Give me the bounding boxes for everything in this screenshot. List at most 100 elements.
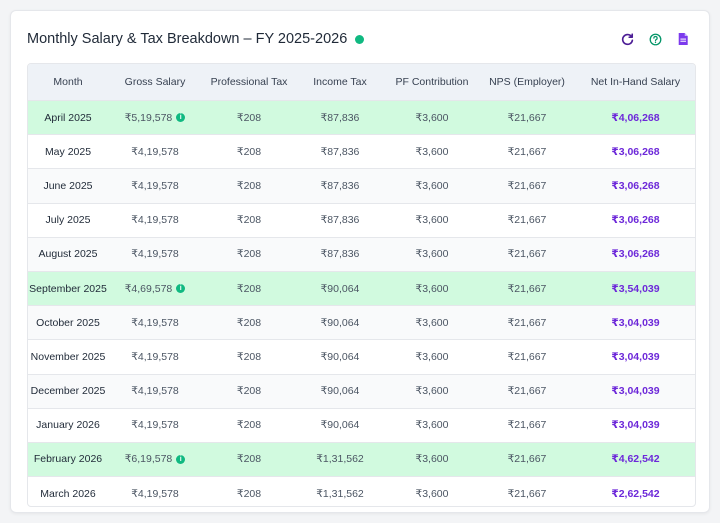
income-tax-cell: ₹90,064 xyxy=(296,374,384,409)
table-row: May 2025 ₹4,19,578 ₹208 ₹87,836 ₹3,600 ₹21,66… xyxy=(28,134,695,170)
nps-employer-cell: ₹21,667 xyxy=(480,100,574,136)
gross-salary-value-group: ₹4,69,578 i xyxy=(125,283,186,295)
income-tax-cell: ₹87,836 xyxy=(296,237,384,272)
gross-salary-cell: ₹4,19,578 xyxy=(108,408,202,443)
income-tax-cell: ₹87,836 xyxy=(296,168,384,204)
net-in-hand-cell: ₹2,62,542 xyxy=(611,487,660,500)
professional-tax-cell: ₹208 xyxy=(202,203,296,238)
page-title: Monthly Salary & Tax Breakdown – FY 2025… xyxy=(27,31,348,47)
column-income-tax-header[interactable]: Income Tax xyxy=(296,64,384,101)
month-cell: July 2025 xyxy=(28,203,108,238)
refresh-icon[interactable] xyxy=(619,31,635,47)
pf-contribution-cell: ₹3,600 xyxy=(415,487,449,500)
month-cell: February 2026 xyxy=(28,442,108,478)
nps-employer-cell: ₹21,667 xyxy=(480,203,574,238)
income-tax-cell: ₹87,836 xyxy=(296,203,384,238)
gross-salary-cell: ₹5,19,578 i xyxy=(108,100,202,136)
gross-salary-cell: ₹6,19,578 i xyxy=(108,442,202,478)
professional-tax-cell: ₹208 xyxy=(202,442,296,478)
month-cell: September 2025 xyxy=(28,271,108,307)
nps-employer-cell: ₹21,667 xyxy=(480,237,574,272)
pf-contribution-cell: ₹3,600 xyxy=(384,237,480,272)
month-cell: January 2026 xyxy=(28,408,108,443)
net-in-hand-cell: ₹4,62,542 xyxy=(574,442,695,478)
table-row: December 2025 ₹4,19,578 ₹208 ₹90,064 ₹3,600 ₹… xyxy=(28,374,695,409)
month-cell: May 2025 xyxy=(28,134,108,170)
table-row: July 2025 ₹4,19,578 ₹208 ₹87,836 ₹3,600 ₹21,6… xyxy=(28,203,695,238)
gross-salary-cell: ₹4,19,578 xyxy=(131,487,179,500)
nps-employer-cell: ₹21,667 xyxy=(480,271,574,307)
gross-salary-cell: ₹4,19,578 xyxy=(108,168,202,204)
gross-salary-cell: ₹4,19,578 xyxy=(108,203,202,238)
table-row: November 2025 ₹4,19,578 ₹208 ₹90,064 ₹3,600 ₹… xyxy=(28,339,695,375)
professional-tax-cell: ₹208 xyxy=(202,339,296,375)
nps-employer-cell: ₹21,667 xyxy=(480,168,574,204)
document-icon[interactable] xyxy=(675,31,691,47)
professional-tax-cell: ₹208 xyxy=(202,271,296,307)
table-row: February 2026 ₹6,19,578 i ₹208 ₹1,31,562 ₹3,6… xyxy=(28,442,695,478)
pf-contribution-cell: ₹3,600 xyxy=(384,134,480,170)
professional-tax-cell: ₹208 xyxy=(202,134,296,170)
gross-salary-cell: ₹4,19,578 xyxy=(108,237,202,272)
table-row: April 2025 ₹5,19,578 i ₹208 ₹87,836 ₹3,600 ₹21… xyxy=(28,100,695,136)
table-row: October 2025 ₹4,19,578 ₹208 ₹90,064 ₹3,600 ₹2… xyxy=(28,305,695,341)
info-icon[interactable]: i xyxy=(176,284,186,294)
nps-employer-cell: ₹21,667 xyxy=(480,339,574,375)
net-in-hand-cell: ₹3,06,268 xyxy=(574,237,695,272)
gross-salary-cell: ₹4,69,578 i xyxy=(108,271,202,307)
table-row: March 2026 ₹4,19,578 ₹208 ₹1,31,562 ₹3,600 ₹2… xyxy=(28,477,695,506)
pf-contribution-cell: ₹3,600 xyxy=(384,305,480,341)
net-in-hand-cell: ₹3,04,039 xyxy=(574,408,695,443)
income-tax-cell: ₹1,31,562 xyxy=(316,487,364,500)
info-icon[interactable]: i xyxy=(176,454,186,464)
gross-salary-cell: ₹4,19,578 xyxy=(108,305,202,341)
income-tax-cell: ₹90,064 xyxy=(296,271,384,307)
net-in-hand-cell: ₹4,06,268 xyxy=(574,100,695,136)
pf-contribution-cell: ₹3,600 xyxy=(384,100,480,136)
nps-employer-cell: ₹21,667 xyxy=(480,374,574,409)
net-in-hand-cell: ₹3,54,039 xyxy=(574,271,695,307)
pf-contribution-cell: ₹3,600 xyxy=(384,442,480,478)
professional-tax-cell: ₹208 xyxy=(236,487,262,500)
income-tax-cell: ₹90,064 xyxy=(296,305,384,341)
column-month-header[interactable]: Month xyxy=(28,64,108,101)
table-row: June 2025 ₹4,19,578 ₹208 ₹87,836 ₹3,600 ₹21,6… xyxy=(28,168,695,204)
professional-tax-cell: ₹208 xyxy=(202,374,296,409)
professional-tax-cell: ₹208 xyxy=(202,305,296,341)
help-icon[interactable] xyxy=(647,31,663,47)
status-indicator xyxy=(355,34,365,44)
nps-employer-cell: ₹21,667 xyxy=(480,134,574,170)
column-pf-contribution-header[interactable]: PF Contribution xyxy=(384,64,480,101)
professional-tax-cell: ₹208 xyxy=(202,100,296,136)
info-icon[interactable]: i xyxy=(176,113,186,123)
net-in-hand-cell: ₹3,06,268 xyxy=(574,168,695,204)
month-cell: June 2025 xyxy=(28,168,108,204)
column-nps-employer-header[interactable]: NPS (Employer) xyxy=(480,64,574,101)
pf-contribution-cell: ₹3,600 xyxy=(384,271,480,307)
gross-salary-value: ₹6,19,578 xyxy=(124,453,173,466)
table-row: January 2026 ₹4,19,578 ₹208 ₹90,064 ₹3,600 ₹2… xyxy=(28,408,695,443)
net-in-hand-cell: ₹3,04,039 xyxy=(574,305,695,341)
nps-employer-cell: ₹21,667 xyxy=(480,442,574,478)
nps-employer-cell: ₹21,667 xyxy=(480,305,574,341)
pf-contribution-cell: ₹3,600 xyxy=(384,374,480,409)
income-tax-cell: ₹90,064 xyxy=(296,339,384,375)
table-row: September 2025 ₹4,69,578 i ₹208 ₹90,064 ₹3,60… xyxy=(28,271,695,307)
income-tax-cell: ₹87,836 xyxy=(296,134,384,170)
month-cell: December 2025 xyxy=(28,374,108,409)
column-net-in-hand-header[interactable]: Net In-Hand Salary xyxy=(574,64,695,101)
gross-salary-cell: ₹4,19,578 xyxy=(108,339,202,375)
gross-salary-value: ₹4,69,578 xyxy=(124,282,173,295)
month-cell: April 2025 xyxy=(28,100,108,136)
table-body: April 2025 ₹5,19,578 i ₹208 ₹87,836 ₹3,600 ₹21… xyxy=(28,100,695,507)
professional-tax-cell: ₹208 xyxy=(202,408,296,443)
professional-tax-cell: ₹208 xyxy=(202,237,296,272)
column-gross-salary-header[interactable]: Gross Salary xyxy=(108,64,202,101)
table-header-row: Month Gross Salary Professional Tax Income … xyxy=(28,64,695,101)
column-professional-tax-header[interactable]: Professional Tax xyxy=(202,64,296,101)
gross-salary-cell: ₹4,19,578 xyxy=(108,374,202,409)
pf-contribution-cell: ₹3,600 xyxy=(384,339,480,375)
card-header: Monthly Salary & Tax Breakdown – FY 2025… xyxy=(27,29,693,49)
header-actions xyxy=(619,31,693,47)
gross-salary-cell: ₹4,19,578 xyxy=(108,134,202,170)
